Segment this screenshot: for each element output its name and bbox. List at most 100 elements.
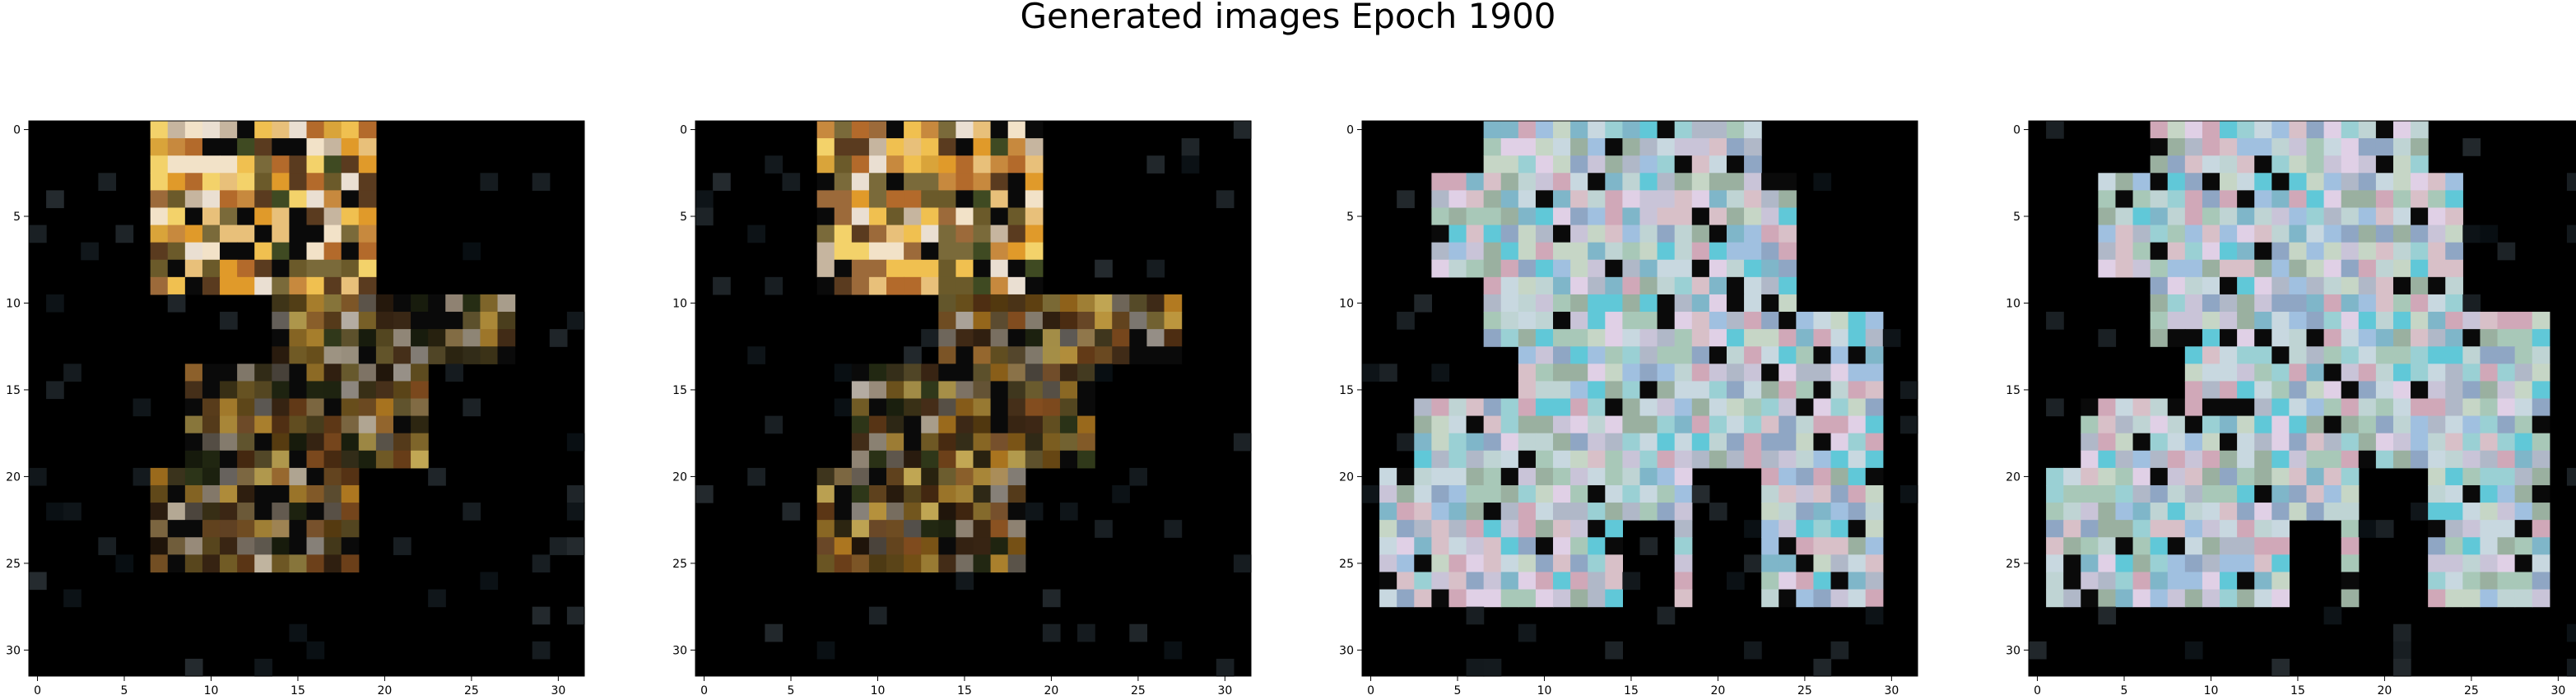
pixel	[2098, 520, 2117, 538]
pixel	[566, 312, 585, 330]
pixel	[323, 381, 342, 400]
pixel	[2202, 329, 2220, 347]
pixel	[1535, 207, 1554, 226]
pixel	[1865, 467, 1884, 486]
pixel	[2375, 381, 2394, 400]
pixel	[2480, 225, 2499, 243]
pixel	[1129, 294, 1148, 313]
pixel	[2254, 554, 2272, 573]
pixel	[1779, 364, 1797, 382]
pixel	[1553, 312, 1571, 330]
pixel	[1674, 121, 1693, 139]
pixel	[1466, 589, 1485, 608]
pixel	[1709, 138, 1727, 156]
pixel	[938, 138, 956, 156]
pixel	[2341, 242, 2360, 261]
pixel	[306, 415, 325, 434]
pixel	[1077, 312, 1095, 330]
pixel	[956, 520, 974, 538]
image-pixels	[29, 121, 585, 677]
pixel	[1639, 364, 1658, 382]
pixel	[1553, 173, 1571, 191]
pixel	[1129, 312, 1148, 330]
pixel	[2358, 381, 2377, 400]
pixel	[1025, 207, 1044, 226]
pixel	[851, 138, 870, 156]
pixel	[1431, 520, 1450, 538]
pixel	[2392, 415, 2411, 434]
pixel	[1500, 572, 1519, 591]
x-tick-label: 15	[2290, 684, 2305, 695]
pixel	[323, 225, 342, 243]
pixel	[816, 242, 835, 261]
pixel	[1830, 398, 1849, 417]
pixel	[1553, 346, 1571, 364]
pixel	[938, 381, 956, 400]
pixel	[886, 225, 904, 243]
pixel	[956, 259, 974, 278]
pixel	[904, 190, 922, 209]
pixel	[306, 259, 325, 278]
pixel	[1466, 207, 1485, 226]
pixel	[2237, 484, 2255, 503]
pixel	[1500, 537, 1519, 555]
pixel	[2220, 155, 2238, 174]
pixel	[1146, 259, 1165, 278]
pixel	[1639, 155, 1658, 174]
pixel	[1025, 415, 1044, 434]
pixel	[306, 520, 325, 538]
pixel	[1709, 207, 1727, 226]
pixel	[289, 190, 308, 209]
pixel	[2462, 450, 2481, 469]
pixel	[1779, 346, 1797, 364]
pixel	[1025, 381, 1044, 400]
pixel	[886, 364, 904, 382]
pixel	[2532, 450, 2550, 469]
pixel	[2497, 484, 2516, 503]
pixel	[2237, 155, 2255, 174]
pixel	[202, 121, 221, 139]
pixel	[2167, 190, 2186, 209]
pixel	[1007, 276, 1026, 295]
pixel	[1813, 554, 1832, 573]
pixel	[1726, 450, 1745, 469]
pixel	[358, 381, 377, 400]
pixel	[237, 173, 255, 191]
pixel	[1744, 381, 1762, 400]
pixel	[1691, 173, 1710, 191]
x-tick-label: 5	[121, 684, 128, 695]
pixel	[904, 398, 922, 417]
pixel	[1431, 190, 1450, 209]
pixel	[2063, 484, 2081, 503]
pixel	[1146, 312, 1165, 330]
pixel	[2271, 155, 2290, 174]
pixel	[272, 294, 290, 313]
pixel	[2480, 312, 2499, 330]
pixel	[1761, 450, 1779, 469]
pixel	[184, 503, 203, 521]
pixel	[2480, 415, 2499, 434]
pixel	[2167, 433, 2186, 452]
pixel	[1588, 398, 1606, 417]
x-tick-label: 10	[1537, 684, 1552, 695]
pixel	[2046, 398, 2064, 417]
pixel	[921, 173, 939, 191]
pixel	[1095, 346, 1113, 364]
pixel	[868, 190, 887, 209]
pixel	[1779, 225, 1797, 243]
pixel	[2167, 503, 2186, 521]
pixel	[1007, 381, 1026, 400]
pixel	[2306, 484, 2325, 503]
pixel	[184, 155, 203, 174]
pixel	[1691, 398, 1710, 417]
pixel	[1848, 415, 1867, 434]
pixel	[2462, 294, 2481, 313]
pixel	[1899, 415, 1918, 434]
pixel	[1657, 467, 1676, 486]
pixel	[184, 190, 203, 209]
pixel	[973, 346, 992, 364]
pixel	[1042, 346, 1061, 364]
pixel	[1007, 294, 1026, 313]
pixel	[1518, 346, 1537, 364]
